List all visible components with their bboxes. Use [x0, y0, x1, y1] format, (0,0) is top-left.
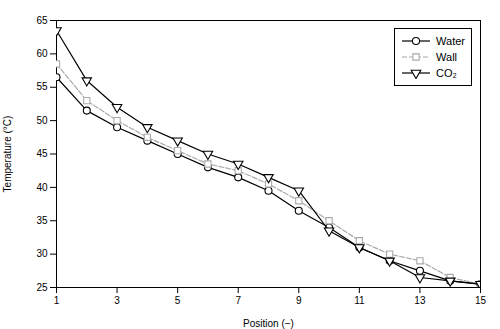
svg-text:5: 5	[175, 295, 181, 306]
svg-text:55: 55	[36, 81, 48, 92]
svg-text:60: 60	[36, 48, 48, 59]
svg-text:30: 30	[36, 248, 48, 259]
svg-text:1: 1	[54, 295, 60, 306]
svg-text:9: 9	[296, 295, 302, 306]
html-text:Wall: Wall	[436, 51, 457, 63]
svg-text:13: 13	[414, 295, 426, 306]
svg-text:Temperature (°C): Temperature (°C)	[2, 116, 13, 193]
svg-text:50: 50	[36, 115, 48, 126]
svg-text:15: 15	[475, 295, 487, 306]
html-text:Water: Water	[436, 35, 465, 47]
svg-text:65: 65	[36, 15, 48, 26]
svg-text:3: 3	[114, 295, 120, 306]
svg-text:35: 35	[36, 215, 48, 226]
svg-text:Position (−): Position (−)	[243, 318, 294, 329]
svg-text:45: 45	[36, 148, 48, 159]
svg-text:40: 40	[36, 182, 48, 193]
html-text:CO₂: CO₂	[436, 67, 457, 79]
svg-text:7: 7	[235, 295, 241, 306]
svg-text:25: 25	[36, 282, 48, 293]
svg-text:11: 11	[354, 295, 365, 306]
